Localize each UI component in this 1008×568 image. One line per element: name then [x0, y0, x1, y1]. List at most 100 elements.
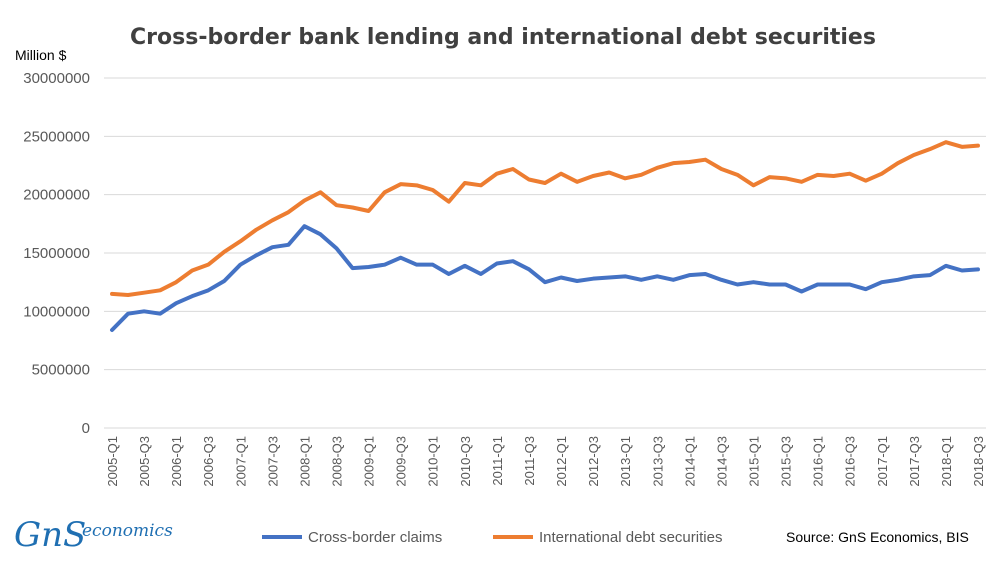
series-cross-border-claims	[110, 224, 980, 332]
logo-mark: GnS	[14, 515, 86, 555]
x-tick-label: 2018-Q3	[971, 436, 986, 487]
data-point	[768, 283, 772, 286]
data-point	[575, 279, 579, 283]
data-point	[800, 180, 804, 184]
data-point	[735, 173, 739, 177]
x-tick-label: 2011-Q3	[522, 436, 537, 486]
x-tick-label: 2013-Q3	[650, 436, 665, 487]
data-point	[832, 283, 836, 286]
data-point	[768, 175, 772, 179]
data-point	[960, 145, 964, 149]
data-point	[142, 291, 146, 295]
y-tick-label: 30000000	[23, 70, 90, 87]
data-point	[976, 267, 980, 271]
data-point	[222, 250, 226, 254]
data-point	[703, 272, 707, 276]
chart-title: Cross-border bank lending and internatio…	[130, 25, 876, 50]
data-point	[575, 180, 579, 184]
data-point	[864, 179, 868, 183]
data-point	[687, 160, 691, 164]
data-point	[335, 246, 339, 250]
data-point	[848, 172, 852, 176]
data-point	[463, 264, 467, 268]
x-axis-tick-labels: 2005-Q1 2005-Q3 2006-Q1 2006-Q3 2007-Q1 2007-…	[105, 436, 986, 487]
data-point	[671, 278, 675, 282]
x-tick-label: 2006-Q3	[201, 436, 216, 487]
data-point	[383, 190, 387, 194]
source-note: Source: GnS Economics, BIS	[786, 529, 969, 545]
data-point	[591, 277, 595, 281]
x-tick-label: 2015-Q3	[779, 436, 794, 487]
data-point	[735, 283, 739, 286]
data-point	[880, 280, 884, 284]
x-tick-label: 2009-Q1	[362, 436, 377, 487]
data-point	[399, 182, 403, 186]
data-point	[318, 232, 322, 236]
data-point	[800, 290, 804, 293]
x-tick-label: 2011-Q1	[490, 436, 505, 486]
x-tick-label: 2014-Q1	[682, 436, 697, 487]
data-point	[944, 264, 948, 268]
data-point	[431, 188, 435, 192]
data-point	[864, 287, 868, 291]
data-point	[110, 328, 114, 332]
series-line-international-debt-securities	[110, 140, 980, 297]
data-point	[351, 206, 355, 209]
y-tick-label: 15000000	[23, 245, 90, 262]
data-point	[784, 283, 788, 286]
data-point	[270, 245, 274, 249]
data-point	[318, 190, 322, 194]
data-point	[639, 173, 643, 177]
x-tick-label: 2009-Q3	[394, 436, 409, 487]
data-point	[415, 263, 419, 267]
x-tick-label: 2005-Q1	[105, 436, 120, 487]
data-point	[270, 218, 274, 222]
y-tick-label: 10000000	[23, 303, 90, 320]
data-point	[238, 263, 242, 267]
y-tick-label: 25000000	[23, 128, 90, 145]
data-point	[703, 158, 707, 162]
data-point	[719, 278, 723, 282]
data-point	[848, 283, 852, 286]
series-lines	[110, 140, 980, 332]
x-tick-label: 2012-Q3	[586, 436, 601, 487]
data-point	[607, 171, 611, 174]
data-point	[190, 294, 194, 298]
data-point	[623, 176, 627, 180]
x-tick-label: 2012-Q1	[554, 436, 569, 487]
data-point	[190, 269, 194, 272]
data-point	[623, 274, 627, 278]
x-tick-label: 2014-Q3	[714, 436, 729, 487]
data-point	[399, 256, 403, 260]
legend: Cross-border claims International debt s…	[262, 529, 722, 546]
data-point	[639, 278, 643, 282]
data-point	[607, 276, 611, 279]
x-tick-label: 2017-Q3	[907, 436, 922, 487]
x-tick-label: 2016-Q1	[811, 436, 826, 487]
data-point	[206, 263, 210, 267]
data-point	[816, 173, 820, 177]
data-point	[784, 176, 788, 180]
data-point	[655, 166, 659, 170]
data-point	[206, 288, 210, 292]
x-tick-label: 2016-Q3	[843, 436, 858, 487]
y-tick-label: 5000000	[32, 362, 90, 379]
data-point	[559, 276, 563, 279]
data-point	[447, 200, 451, 204]
data-point	[591, 174, 595, 178]
x-tick-label: 2006-Q1	[169, 436, 184, 487]
y-axis-unit-label: Million $	[15, 47, 67, 63]
data-point	[110, 292, 114, 296]
x-tick-label: 2017-Q1	[875, 436, 890, 487]
y-tick-label: 20000000	[23, 187, 90, 204]
data-point	[158, 312, 162, 316]
x-tick-label: 2010-Q3	[458, 436, 473, 487]
data-point	[896, 278, 900, 282]
x-tick-label: 2015-Q1	[746, 436, 761, 487]
x-tick-label: 2018-Q1	[939, 436, 954, 487]
data-point	[383, 263, 387, 267]
data-point	[415, 183, 419, 187]
legend-label-cross-border-claims: Cross-border claims	[308, 529, 442, 546]
data-point	[126, 312, 130, 316]
